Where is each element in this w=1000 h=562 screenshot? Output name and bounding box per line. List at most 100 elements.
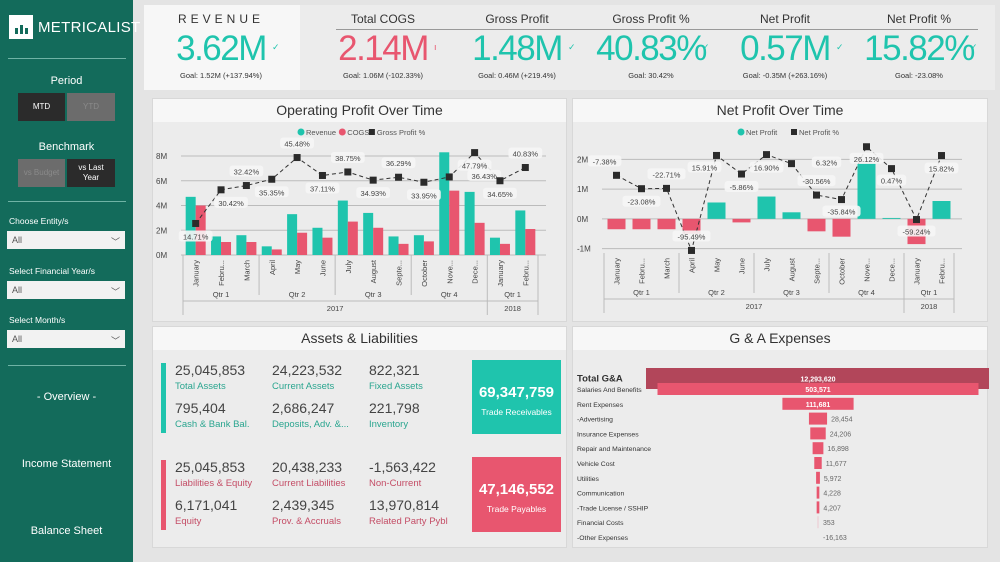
bar-revenue[interactable] [236, 235, 247, 255]
line-point[interactable] [838, 196, 845, 204]
bar-cogs[interactable] [297, 232, 308, 255]
bar-net-profit[interactable] [857, 163, 876, 219]
line-point[interactable] [242, 182, 250, 190]
legend-label[interactable]: COGS [347, 128, 369, 137]
bar-cogs[interactable] [246, 242, 257, 255]
nav-balance-sheet[interactable]: Balance Sheet [30, 525, 103, 537]
bar-net-profit[interactable] [807, 218, 826, 232]
bar-revenue[interactable] [211, 236, 222, 255]
line-point[interactable] [763, 151, 770, 159]
vs-budget-button[interactable]: vs Budget [18, 159, 65, 187]
line-point[interactable] [344, 168, 352, 176]
legend-label[interactable]: Net Profit % [799, 128, 839, 137]
line-point[interactable] [638, 185, 645, 193]
bar-net-profit[interactable] [607, 218, 626, 230]
bar-net-profit[interactable] [632, 218, 651, 230]
line-point[interactable] [788, 160, 795, 168]
bar-net-profit[interactable] [707, 202, 726, 219]
bar-cogs[interactable] [398, 243, 409, 255]
bar-revenue[interactable] [185, 196, 196, 255]
bar-cogs[interactable] [525, 229, 536, 255]
line-point[interactable] [938, 152, 945, 160]
bar-net-profit[interactable] [782, 212, 801, 219]
line-point[interactable] [318, 171, 326, 179]
line-point[interactable] [268, 175, 276, 183]
funnel-bar[interactable] [810, 427, 826, 440]
x-tick-label: June [318, 260, 327, 276]
nav-income-statement[interactable]: Income Statement [21, 458, 112, 470]
month-dropdown[interactable]: All ﹀ [7, 330, 125, 348]
bar-revenue[interactable] [337, 200, 348, 255]
period-mtd-button[interactable]: MTD [18, 93, 65, 121]
period-ytd-button[interactable]: YTD [67, 93, 115, 121]
line-point[interactable] [192, 219, 200, 227]
bar-revenue[interactable] [439, 152, 450, 255]
funnel-bar[interactable] [816, 501, 820, 514]
legend-label[interactable]: Net Profit [746, 128, 778, 137]
line-point[interactable] [713, 151, 720, 159]
net-profit-chart: Net Profit Over Time Net Profit Net Profi… [572, 98, 988, 322]
bar-revenue[interactable] [363, 212, 374, 255]
funnel-bar[interactable] [814, 457, 822, 469]
funnel-bar[interactable] [816, 471, 820, 484]
bar-net-profit[interactable] [757, 196, 776, 219]
month-filter-label: Select Month/s [9, 315, 66, 325]
nav-overview[interactable]: - Overview - [36, 391, 97, 403]
bar-net-profit[interactable] [682, 218, 701, 234]
line-point[interactable] [813, 191, 820, 199]
bar-net-profit[interactable] [832, 218, 851, 237]
year-dropdown[interactable]: All ﹀ [7, 281, 125, 299]
funnel-bar[interactable] [812, 442, 824, 455]
bar-cogs[interactable] [499, 243, 510, 255]
bar-cogs[interactable] [195, 205, 206, 256]
bar-revenue[interactable] [287, 214, 298, 255]
bar-cogs[interactable] [221, 242, 232, 255]
line-point[interactable] [521, 164, 529, 172]
bar-cogs[interactable] [423, 241, 434, 255]
funnel-bar[interactable] [816, 486, 820, 499]
funnel-bar[interactable] [808, 412, 828, 425]
bar-cogs[interactable] [373, 227, 384, 255]
legend-label[interactable]: Revenue [306, 128, 336, 137]
x-tick-label: Dece... [471, 260, 480, 284]
line-point[interactable] [420, 178, 428, 186]
bar-revenue[interactable] [413, 235, 424, 255]
line-point[interactable] [863, 143, 870, 151]
bar-net-profit[interactable] [732, 218, 751, 223]
bar-revenue[interactable] [312, 227, 323, 255]
line-point[interactable] [613, 171, 620, 179]
bar-revenue[interactable] [261, 246, 272, 255]
line-point[interactable] [738, 170, 745, 178]
line-point[interactable] [688, 246, 695, 254]
bar-net-profit[interactable] [932, 201, 951, 219]
funnel-category: Rent Expenses [577, 402, 624, 409]
line-point[interactable] [369, 176, 377, 184]
bar-net-profit[interactable] [882, 217, 901, 219]
bar-cogs[interactable] [449, 190, 460, 255]
line-point[interactable] [888, 165, 895, 173]
line-point[interactable] [471, 149, 479, 157]
line-point[interactable] [395, 173, 403, 181]
bar-revenue[interactable] [515, 210, 526, 255]
line-point[interactable] [913, 216, 920, 224]
funnel-bar[interactable] [657, 383, 979, 395]
bar-cogs[interactable] [271, 249, 282, 255]
bar-revenue[interactable] [489, 237, 500, 255]
bar-revenue[interactable] [388, 236, 399, 255]
bar-cogs[interactable] [347, 221, 358, 255]
line-point[interactable] [663, 184, 670, 192]
funnel-bar[interactable] [782, 397, 854, 410]
year-label: 2018 [921, 302, 938, 311]
line-point[interactable] [445, 173, 453, 181]
bar-net-profit[interactable] [657, 218, 676, 230]
line-point[interactable] [217, 186, 225, 194]
vs-last-year-button[interactable]: vs Last Year [67, 159, 115, 187]
bar-cogs[interactable] [474, 222, 485, 255]
line-point[interactable] [496, 177, 504, 185]
entity-dropdown[interactable]: All ﹀ [7, 231, 125, 249]
line-point[interactable] [293, 154, 301, 162]
data-label-bg [822, 205, 861, 217]
legend-label[interactable]: Gross Profit % [377, 128, 426, 137]
bar-revenue[interactable] [464, 191, 475, 255]
bar-cogs[interactable] [322, 237, 333, 255]
